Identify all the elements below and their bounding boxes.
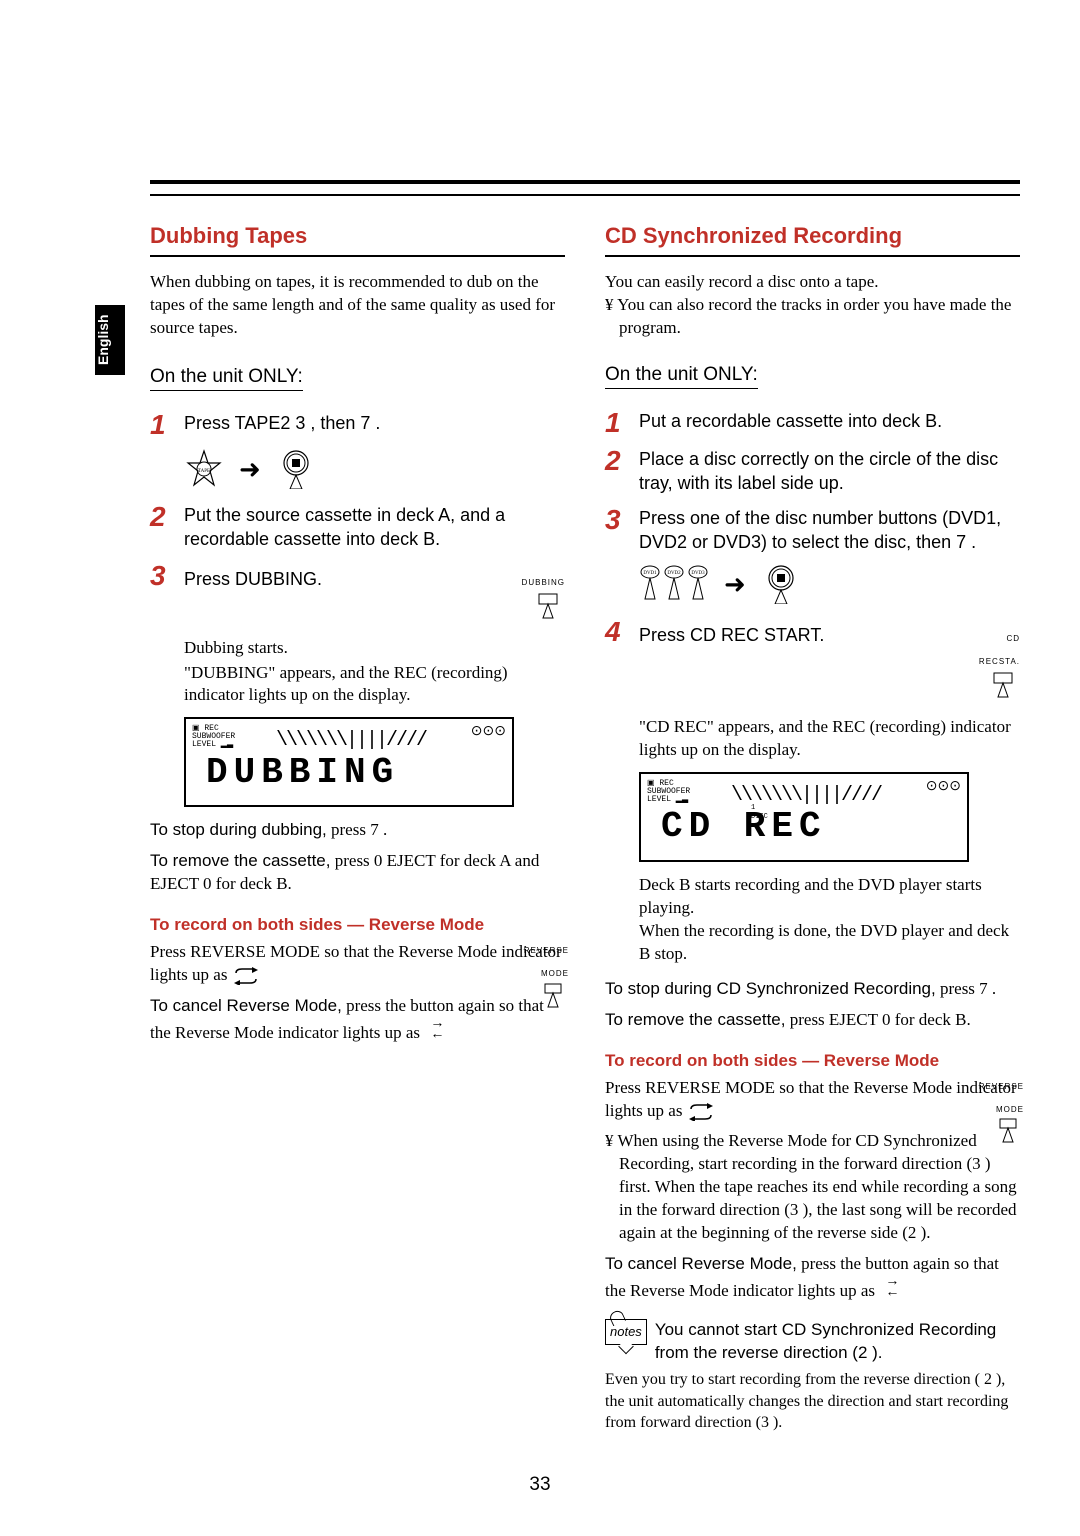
stop-cdrec: To stop during CD Synchronized Recording… [605, 978, 1020, 1001]
reverse-mode-heading-right: To record on both sides — Reverse Mode [605, 1050, 1020, 1073]
cancel-reverse-left: To cancel Reverse Mode, press the button… [150, 995, 565, 1045]
svg-text:DVD2: DVD2 [667, 571, 681, 576]
dubbing-button-label: DUBBING [522, 578, 565, 587]
dvd3-icon: DVD3 [687, 565, 709, 603]
reverse-text1-right: Press REVERSE MODE so that the Reverse M… [605, 1077, 1020, 1123]
tape-button-icons: TAPE ➜ [184, 449, 565, 489]
square-button-icon [998, 1118, 1024, 1144]
stop-dubbing: To stop during dubbing, press 7 . [150, 819, 565, 842]
manual-page: English Dubbing Tapes When dubbing on ta… [0, 180, 1080, 1496]
dubbing-display: ▣ RECSUBWOOFERLEVEL ▂▃ \\\\\\\||||//// ⊙… [184, 717, 514, 807]
step4-note: "CD REC" appears, and the REC (recording… [639, 716, 1020, 762]
reverse-bullet: ¥ When using the Reverse Mode for CD Syn… [619, 1130, 1020, 1245]
cancel-reverse-right: To cancel Reverse Mode, press the button… [605, 1253, 1020, 1303]
dubbing-tapes-heading: Dubbing Tapes [150, 221, 565, 257]
cd-intro1: You can easily record a disc onto a tape… [605, 271, 1020, 294]
step-3-left: 3 Press DUBBING. DUBBING [150, 562, 565, 627]
header-rules [60, 180, 1020, 196]
cd-intro2: ¥ You can also record the tracks in orde… [619, 294, 1020, 340]
language-tab: English [95, 305, 125, 375]
dvd1-icon: DVD1 [639, 565, 661, 603]
left-column: Dubbing Tapes When dubbing on tapes, it … [150, 221, 565, 1434]
cdrec-button-label: CD RECSTA. [979, 634, 1020, 666]
stop-button-icon [276, 449, 316, 489]
on-unit-only-right: On the unit ONLY: [605, 362, 758, 390]
svg-text:DVD3: DVD3 [691, 571, 705, 576]
page-number: 33 [60, 1474, 1020, 1496]
svg-text:TAPE: TAPE [198, 469, 210, 474]
reverse-text1-left: Press REVERSE MODE so that the Reverse M… [150, 941, 565, 987]
arrow-right-icon: ➜ [724, 567, 746, 602]
dvd-button-icons: DVD1 DVD2 DVD3 ➜ [639, 564, 1020, 604]
stop-button-icon [761, 564, 801, 604]
step-1-left: 1 Press TAPE2 3 , then 7 . [150, 411, 565, 439]
remove-cassette-left: To remove the cassette, press 0 EJECT fo… [150, 850, 565, 896]
step-2-right: 2 Place a disc correctly on the circle o… [605, 447, 1020, 496]
reverse-mode-heading-left: To record on both sides — Reverse Mode [150, 914, 565, 937]
dubbing-intro: When dubbing on tapes, it is recommended… [150, 271, 565, 340]
dual-arrow-icon: →← [885, 1276, 899, 1298]
step3-note1: Dubbing starts. [184, 637, 565, 660]
after1: Deck B starts recording and the DVD play… [639, 874, 1020, 920]
dubbing-button-icon [537, 592, 565, 620]
dual-arrow-icon: →← [430, 1018, 444, 1040]
note-bold: You cannot start CD Synchronized Recordi… [655, 1319, 1020, 1365]
after2: When the recording is done, the DVD play… [639, 920, 1020, 966]
right-column: CD Synchronized Recording You can easily… [605, 221, 1020, 1434]
cd-sync-heading: CD Synchronized Recording [605, 221, 1020, 257]
cdrec-button-icon [992, 671, 1020, 699]
on-unit-only-left: On the unit ONLY: [150, 364, 303, 392]
reverse-loop-icon [687, 1103, 715, 1121]
reverse-loop-icon [232, 967, 260, 985]
step-3-right: 3 Press one of the disc number buttons (… [605, 506, 1020, 555]
step-4-right: 4 Press CD REC START. CD RECSTA. [605, 618, 1020, 706]
notes-badge: notes [605, 1319, 647, 1345]
remove-cassette-right: To remove the cassette, press EJECT 0 fo… [605, 1009, 1020, 1032]
note-rest: Even you try to start recording from the… [605, 1369, 1020, 1434]
step-1-right: 1 Put a recordable cassette into deck B. [605, 409, 1020, 437]
step-2-left: 2 Put the source cassette in deck A, and… [150, 503, 565, 552]
svg-text:DVD1: DVD1 [643, 571, 657, 576]
cdrec-display: ▣ RECSUBWOOFERLEVEL ▂▃ \\\\\\\||||//// ⊙… [639, 772, 969, 862]
dvd2-icon: DVD2 [663, 565, 685, 603]
step3-note2: "DUBBING" appears, and the REC (recordin… [184, 662, 565, 708]
notes-box: notes You cannot start CD Synchronized R… [605, 1319, 1020, 1365]
reverse-mode-label-left: REVERSE MODE [524, 946, 569, 978]
tape-star-icon: TAPE [184, 449, 224, 489]
arrow-right-icon: ➜ [239, 452, 261, 487]
square-button-icon [543, 983, 569, 1009]
reverse-mode-label-right: REVERSE MODE [979, 1082, 1024, 1114]
